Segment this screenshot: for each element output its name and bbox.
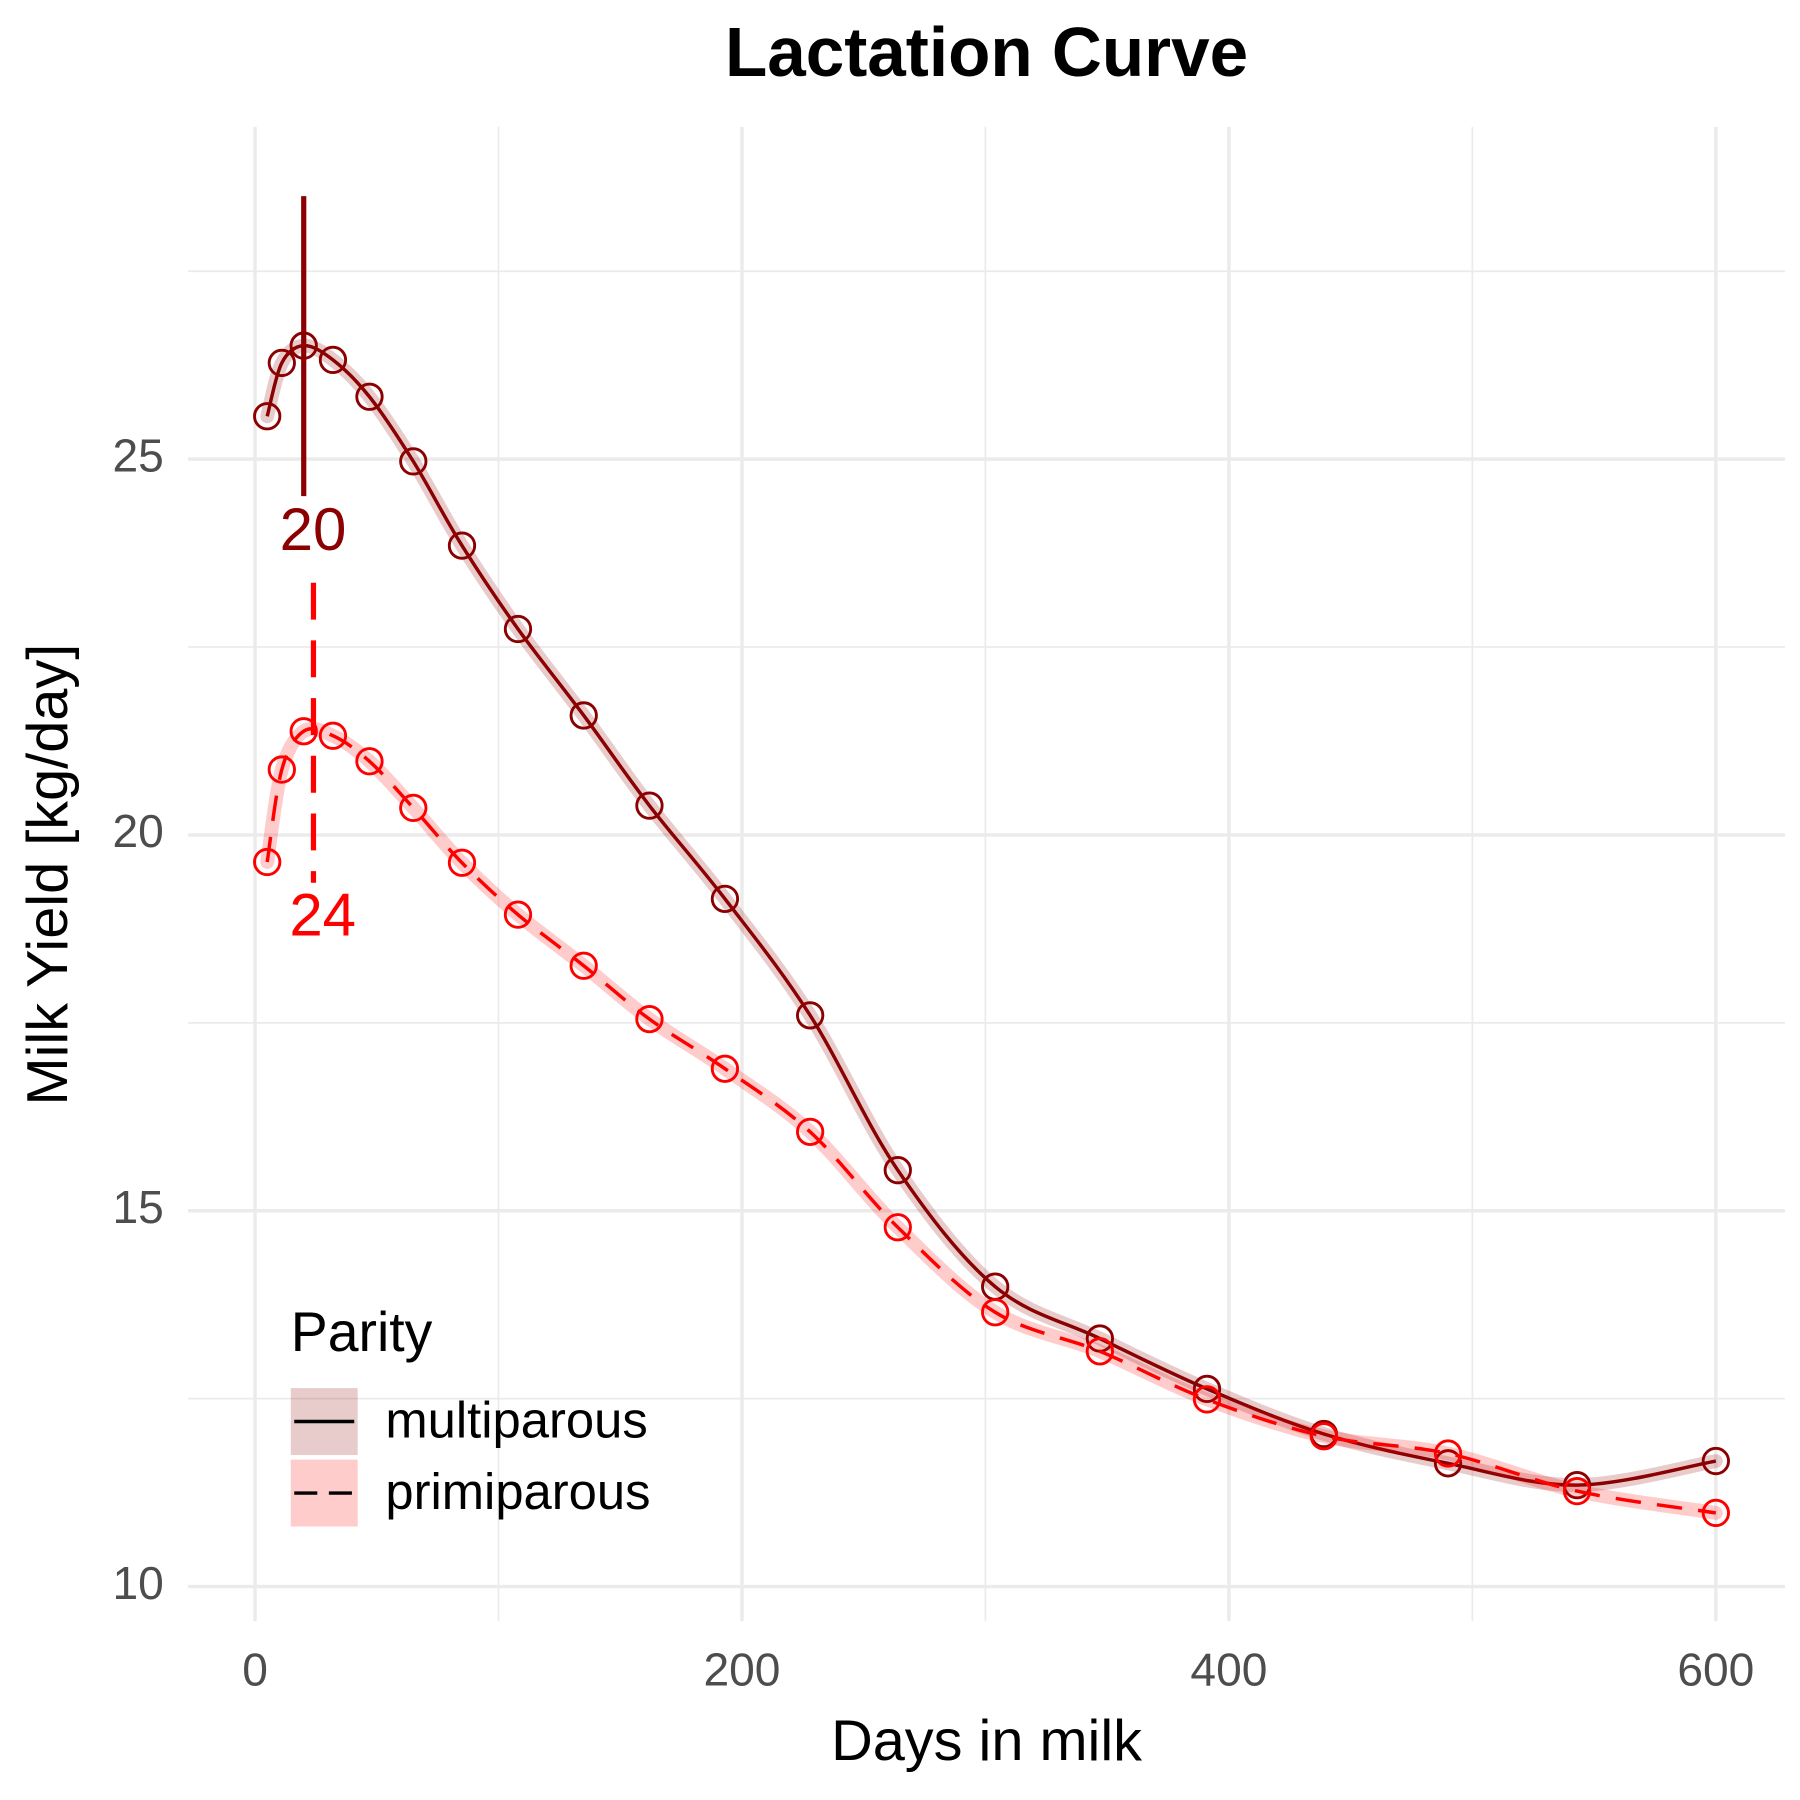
data-point [447, 531, 477, 560]
legend-label: multiparous [385, 1391, 647, 1448]
data-point [355, 747, 384, 776]
data-point [253, 402, 282, 431]
x-tick-label: 600 [1677, 1643, 1754, 1695]
peak-label: 24 [289, 881, 356, 948]
y-tick-label: 20 [113, 805, 164, 857]
data-point [267, 348, 296, 378]
data-point [1562, 1476, 1592, 1506]
chart-title: Lactation Curve [725, 13, 1248, 91]
data-point [1701, 1498, 1730, 1528]
data-point [503, 900, 533, 929]
data-point [710, 1054, 740, 1083]
data-point [355, 382, 384, 411]
data-point [503, 614, 533, 644]
data-point [981, 1298, 1010, 1327]
data-point [318, 721, 348, 750]
data-point [710, 884, 740, 913]
x-tick-label: 200 [703, 1643, 780, 1695]
data-point [1085, 1337, 1115, 1366]
data-point [1433, 1449, 1463, 1478]
data-point [569, 951, 598, 980]
data-point [1192, 1385, 1222, 1414]
data-point [883, 1213, 912, 1242]
data-point [289, 717, 318, 746]
y-axis-title: Milk Yield [kg/day] [16, 644, 80, 1106]
data-point [399, 447, 428, 476]
data-point [796, 1001, 825, 1030]
data-point [399, 793, 428, 823]
data-point [1433, 1439, 1463, 1468]
data-point [1192, 1374, 1222, 1404]
data-point [635, 791, 664, 820]
series-line [265, 727, 1717, 1515]
data-point [1701, 1446, 1730, 1476]
data-point [635, 1004, 664, 1034]
series-line [265, 343, 1717, 1487]
x-tick-label: 0 [242, 1643, 268, 1695]
data-point [253, 847, 282, 877]
data-point [318, 345, 348, 375]
peak-label: 20 [280, 496, 347, 563]
data-point [569, 701, 598, 730]
legend-label: primiparous [385, 1463, 650, 1520]
data-point [883, 1156, 912, 1185]
y-tick-label: 25 [113, 429, 164, 481]
y-tick-label: 15 [113, 1181, 164, 1233]
data-point [1309, 1422, 1339, 1451]
legend-title: Parity [291, 1301, 433, 1363]
data-point [447, 848, 477, 877]
x-tick-label: 400 [1190, 1643, 1267, 1695]
data-point [267, 755, 296, 784]
data-point [796, 1117, 825, 1146]
y-tick-label: 10 [113, 1557, 164, 1609]
x-axis-title: Days in milk [831, 1709, 1142, 1773]
